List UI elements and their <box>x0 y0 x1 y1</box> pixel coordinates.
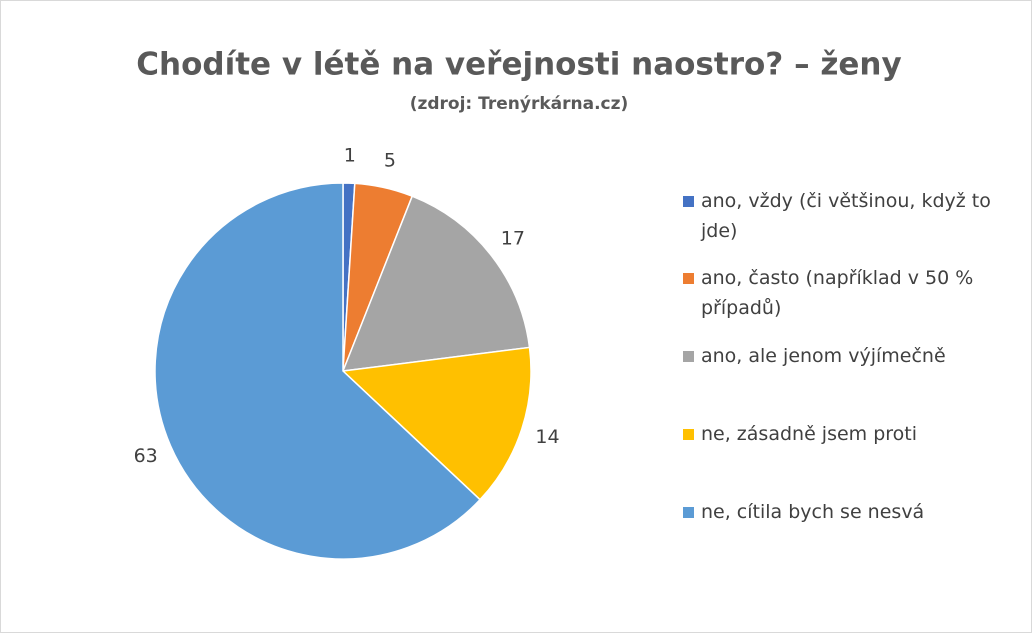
legend-item: ne, zásadně jsem proti <box>683 419 1003 449</box>
legend-swatch <box>683 273 694 284</box>
data-label: 63 <box>134 445 158 467</box>
legend-label: ne, zásadně jsem proti <box>701 423 918 445</box>
legend-swatch <box>683 429 694 440</box>
data-label: 17 <box>501 228 525 250</box>
legend-label: ano, vždy (či většinou, když to jde) <box>701 190 991 242</box>
pie-slice <box>341 195 531 372</box>
legend-swatch <box>683 351 694 362</box>
chart-subtitle: (zdroj: Trenýrkárna.cz) <box>410 94 629 114</box>
legend-swatch <box>683 507 694 518</box>
legend-swatch <box>683 196 694 207</box>
legend-label: ano, ale jenom výjímečně <box>701 345 946 367</box>
pie-slice <box>154 182 482 560</box>
legend-label: ne, cítila bych se nesvá <box>701 501 925 523</box>
pie-slice <box>341 346 532 501</box>
legend-item: ano, vždy (či většinou, když to jde) <box>683 186 1003 246</box>
legend-item: ne, cítila bych se nesvá <box>683 497 1003 527</box>
legend-label: ano, často (například v 50 % případů) <box>701 267 974 319</box>
chart-title: Chodíte v létě na veřejnosti naostro? – … <box>136 47 901 83</box>
legend-item: ano, ale jenom výjímečně <box>683 341 1003 371</box>
legend-item: ano, často (například v 50 % případů) <box>683 263 1003 323</box>
data-label: 14 <box>535 426 559 448</box>
data-label: 5 <box>384 150 396 172</box>
data-label: 1 <box>344 145 356 167</box>
